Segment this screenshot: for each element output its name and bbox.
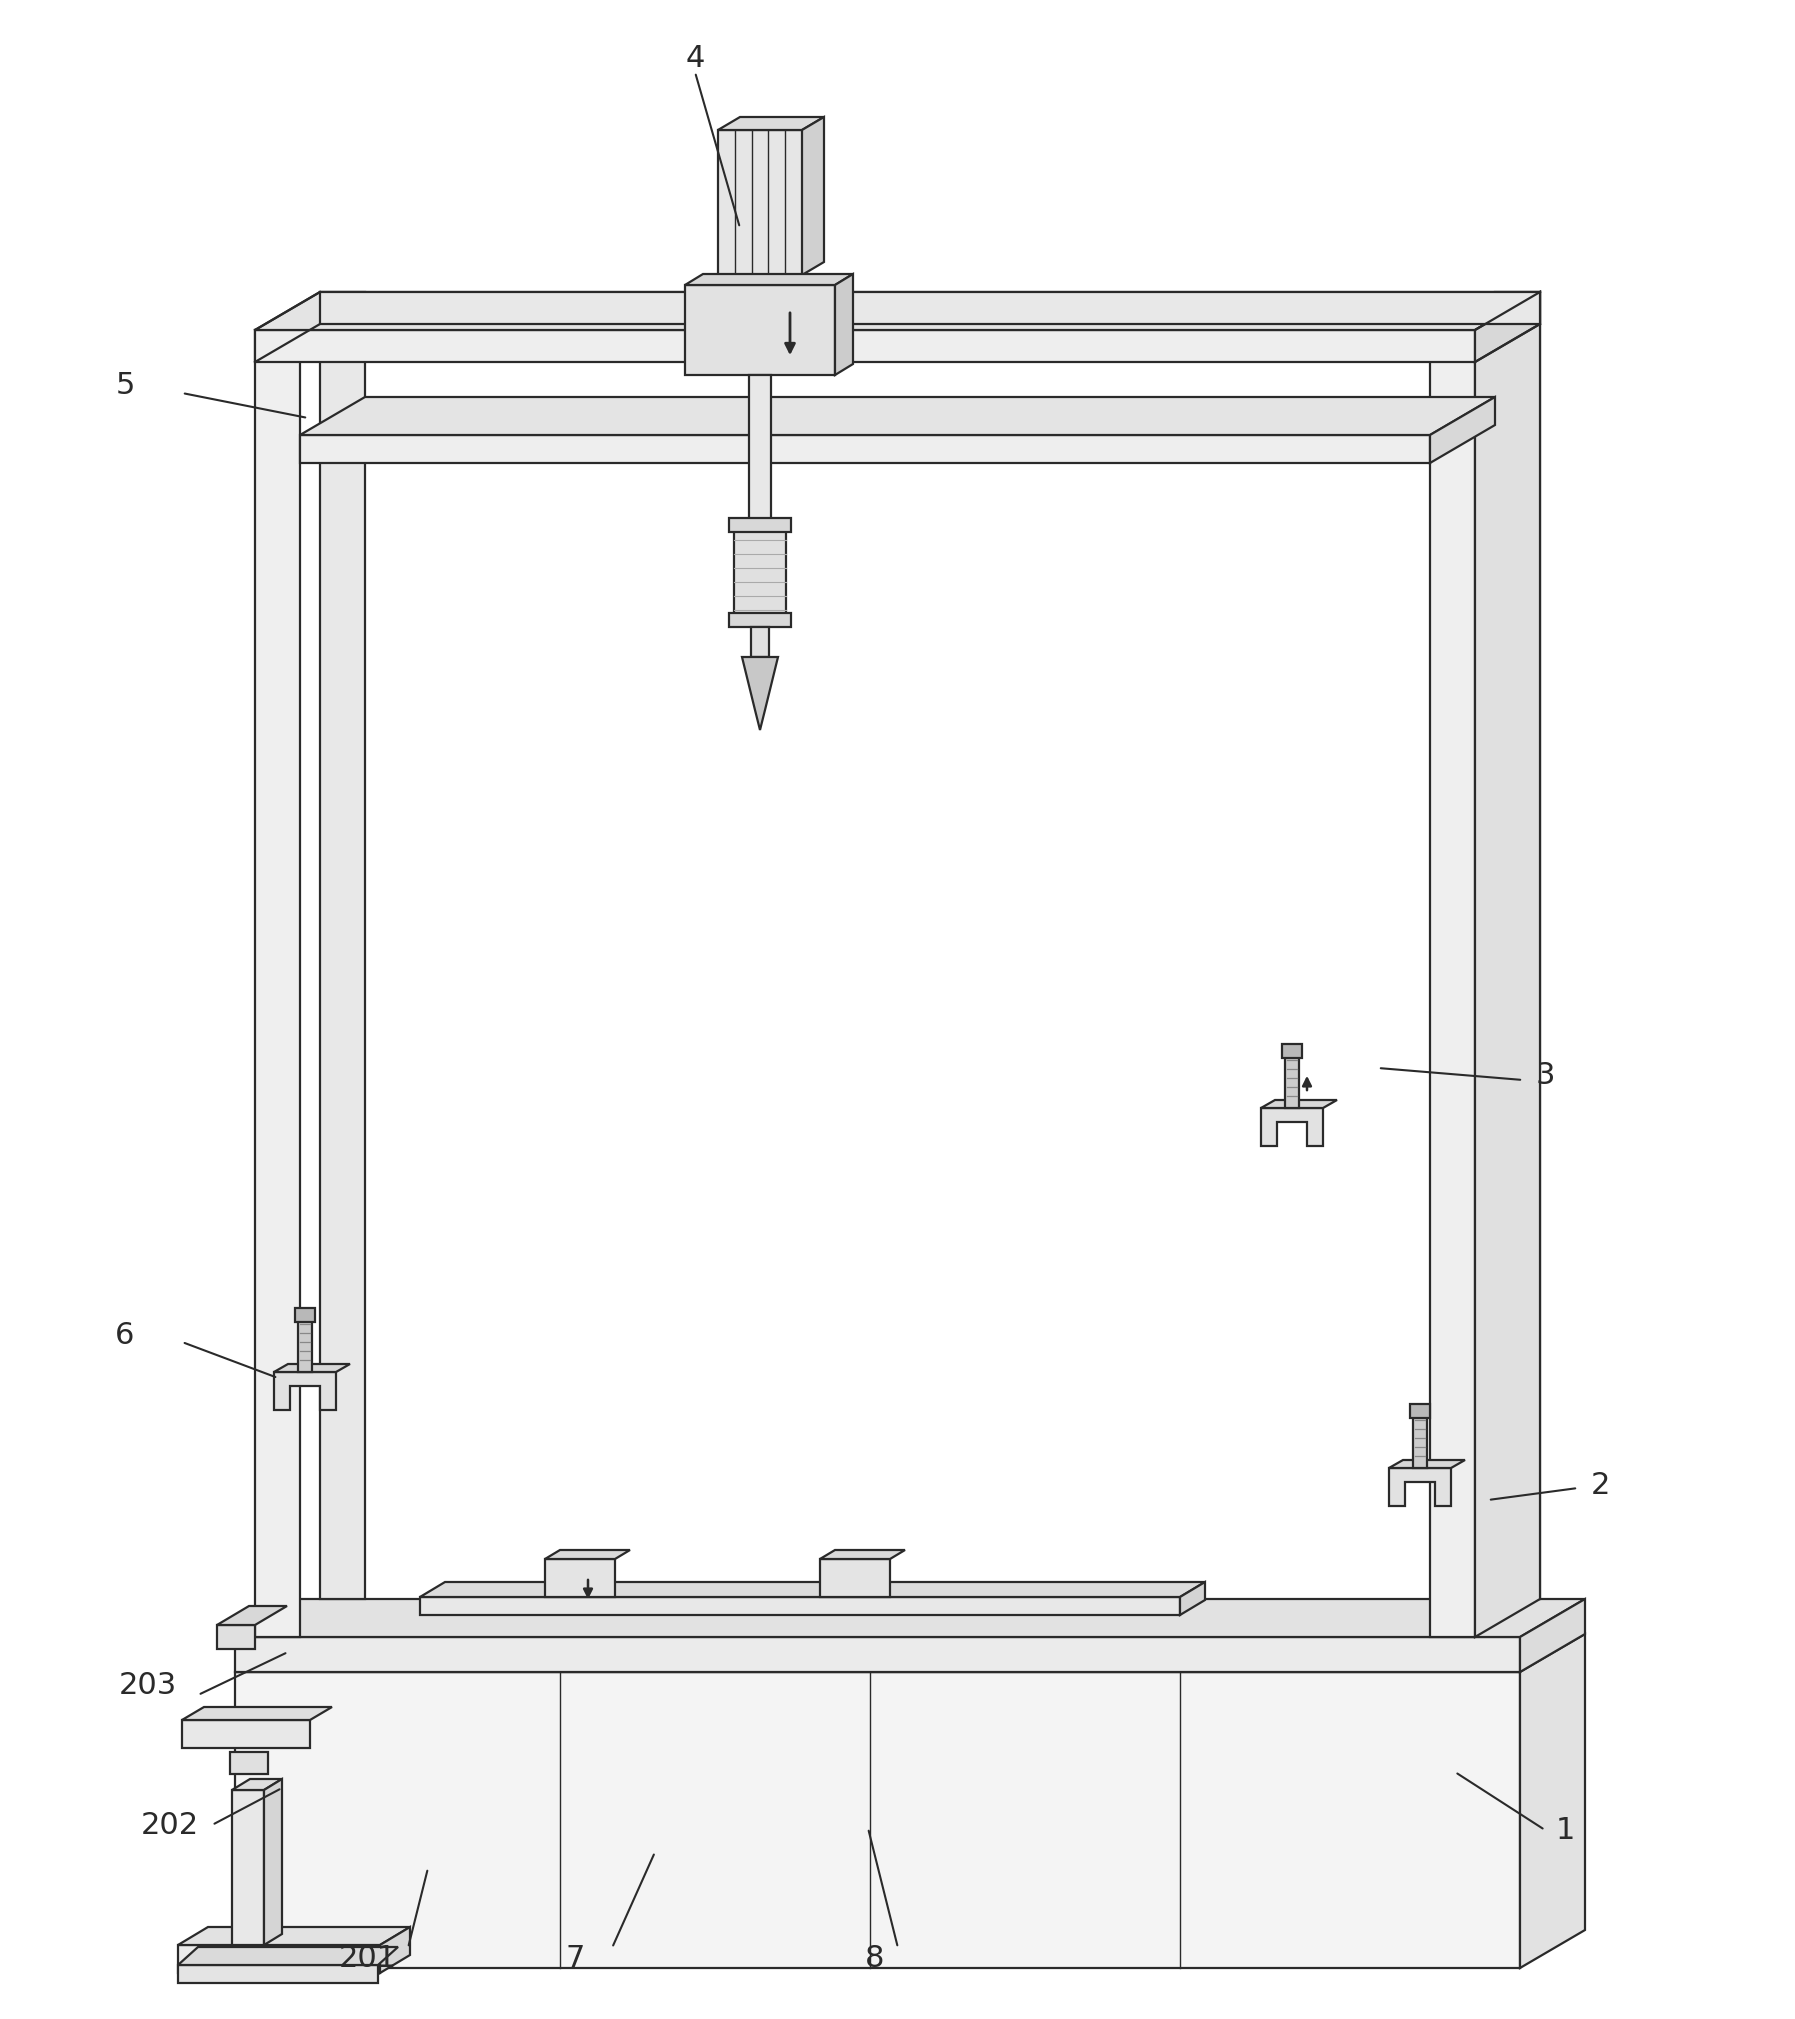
Text: 2: 2 xyxy=(1590,1470,1610,1500)
Bar xyxy=(320,293,364,1599)
Polygon shape xyxy=(300,398,1495,434)
Bar xyxy=(235,1672,1520,1969)
Bar xyxy=(181,1720,311,1748)
Bar xyxy=(750,628,768,656)
Bar xyxy=(294,1308,314,1322)
Text: 7: 7 xyxy=(565,1944,585,1973)
Bar xyxy=(300,434,1431,462)
Bar xyxy=(718,129,802,275)
Polygon shape xyxy=(1475,293,1540,361)
Text: 8: 8 xyxy=(865,1944,885,1973)
Text: 203: 203 xyxy=(118,1670,178,1700)
Polygon shape xyxy=(1389,1460,1465,1468)
Bar xyxy=(255,329,300,1637)
Polygon shape xyxy=(181,1706,332,1720)
Polygon shape xyxy=(1262,1108,1323,1147)
Bar xyxy=(1495,293,1540,1599)
Polygon shape xyxy=(1520,1599,1585,1672)
Bar xyxy=(1285,1056,1300,1108)
Bar xyxy=(820,1559,890,1597)
Bar xyxy=(298,1320,312,1373)
Polygon shape xyxy=(546,1551,630,1559)
Polygon shape xyxy=(264,1779,282,1944)
Polygon shape xyxy=(686,275,853,285)
Bar xyxy=(546,1559,616,1597)
Bar xyxy=(1411,1403,1431,1417)
Text: 4: 4 xyxy=(686,44,705,73)
Polygon shape xyxy=(802,117,824,275)
Polygon shape xyxy=(275,1373,336,1409)
Text: 201: 201 xyxy=(339,1944,397,1973)
Bar xyxy=(217,1625,255,1650)
Polygon shape xyxy=(1179,1583,1204,1615)
Bar xyxy=(734,531,786,616)
Bar xyxy=(178,1944,381,1973)
Polygon shape xyxy=(178,1926,409,1944)
Bar xyxy=(1413,1415,1427,1468)
Text: 202: 202 xyxy=(142,1811,199,1839)
Bar xyxy=(255,329,1475,361)
Bar xyxy=(230,1752,267,1775)
Polygon shape xyxy=(741,656,777,731)
Polygon shape xyxy=(1262,1100,1337,1108)
Polygon shape xyxy=(1389,1468,1450,1506)
Bar xyxy=(749,376,772,531)
Bar xyxy=(232,1791,264,1944)
Polygon shape xyxy=(835,275,853,376)
Polygon shape xyxy=(178,1946,398,1964)
Bar xyxy=(729,519,792,531)
Polygon shape xyxy=(420,1583,1204,1597)
Polygon shape xyxy=(718,117,824,129)
Bar xyxy=(729,614,792,628)
Polygon shape xyxy=(1431,398,1495,462)
Polygon shape xyxy=(235,1633,1585,1672)
Polygon shape xyxy=(820,1551,905,1559)
Polygon shape xyxy=(1520,1633,1585,1969)
Polygon shape xyxy=(235,1599,1585,1637)
Bar xyxy=(686,285,835,376)
Polygon shape xyxy=(232,1779,282,1791)
Text: 6: 6 xyxy=(115,1320,135,1349)
Bar xyxy=(178,1964,379,1983)
Polygon shape xyxy=(275,1365,350,1373)
Polygon shape xyxy=(381,1926,409,1973)
Text: 3: 3 xyxy=(1535,1060,1554,1090)
Bar xyxy=(420,1597,1179,1615)
Bar xyxy=(235,1637,1520,1672)
Bar xyxy=(1282,1044,1301,1058)
Polygon shape xyxy=(1475,293,1540,1637)
Polygon shape xyxy=(217,1605,287,1625)
Bar xyxy=(1431,329,1475,1637)
Polygon shape xyxy=(255,293,1540,329)
Text: 1: 1 xyxy=(1554,1815,1574,1845)
Bar xyxy=(320,293,1540,323)
Text: 5: 5 xyxy=(115,371,135,400)
